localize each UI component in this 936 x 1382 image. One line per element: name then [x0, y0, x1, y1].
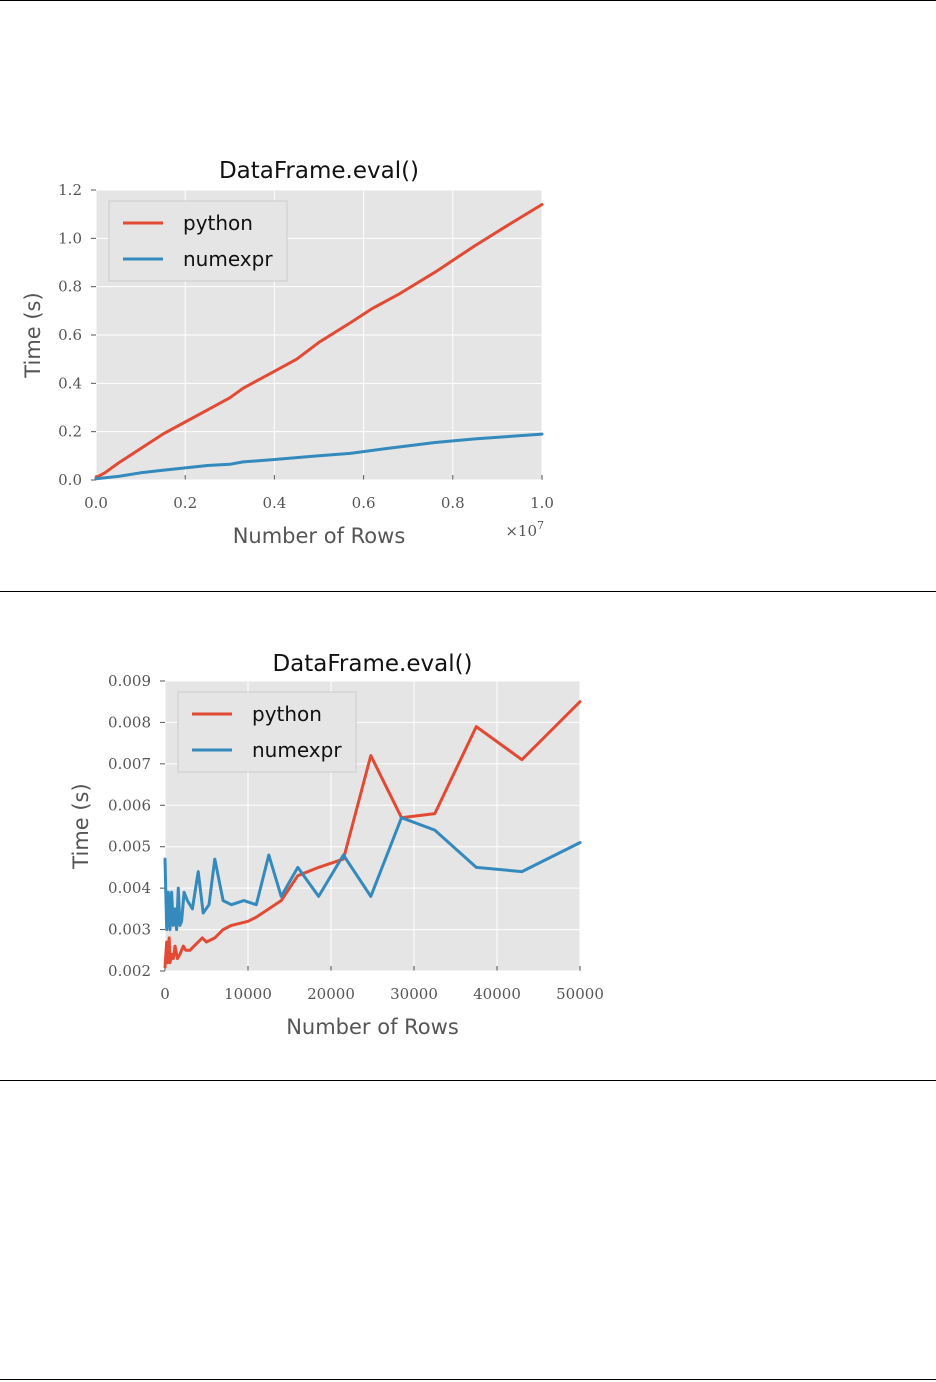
- top-rule: [0, 0, 936, 1]
- y-tick-label: 0.009: [108, 672, 151, 690]
- x-axis-label: Number of Rows: [233, 524, 406, 548]
- y-tick-label: 0.4: [58, 374, 82, 392]
- series-line-python: [163, 700, 582, 969]
- y-tick-label: 1.0: [58, 229, 82, 247]
- y-axis-label: Time (s): [69, 783, 93, 869]
- y-axis-label: Time (s): [21, 292, 45, 378]
- y-tick-label: 0.006: [108, 796, 151, 814]
- x-tick-label: 50000: [556, 985, 604, 1003]
- x-tick-label: 0.6: [352, 494, 376, 512]
- x-tick-label: 40000: [473, 985, 521, 1003]
- x-tick-label: 1.0: [530, 494, 554, 512]
- y-tick-label: 0.003: [108, 921, 151, 939]
- middle-rule: [0, 591, 936, 592]
- series-line-numexpr: [163, 816, 582, 932]
- x-offset-exponent: 7: [537, 519, 544, 532]
- y-tick-label: 0.005: [108, 838, 151, 856]
- legend-label-numexpr: numexpr: [252, 738, 342, 762]
- x-tick-label: 0: [160, 985, 170, 1003]
- legend-label-python: python: [252, 702, 322, 726]
- series-line-python: [94, 203, 544, 480]
- x-axis-label: Number of Rows: [286, 1015, 459, 1039]
- y-tick-label: 0.002: [108, 962, 151, 980]
- chart-title: DataFrame.eval(): [219, 158, 419, 184]
- chart-2: 0 10000 20000 30000 40000 50000 0.002 0.003 0.00…: [69, 651, 604, 1039]
- lower-rule: [0, 1080, 936, 1081]
- y-tick-label: 0.2: [58, 423, 82, 441]
- x-tick-label: 0.0: [84, 494, 108, 512]
- x-tick-label: 20000: [307, 985, 355, 1003]
- chart-title: DataFrame.eval(): [272, 651, 472, 677]
- x-offset-label: ×107: [505, 519, 544, 540]
- chart-1: 0.0 0.2 0.4 0.6 0.8 1.0 0.0 0.2 0.4 0.6 0.8 1.0 1.2 p…: [21, 158, 554, 548]
- y-tick-label: 1.2: [58, 181, 82, 199]
- y-tick-label: 0.8: [58, 278, 82, 296]
- x-tick-label: 10000: [224, 985, 272, 1003]
- x-offset-base: ×10: [505, 522, 537, 540]
- y-tick-label: 0.008: [108, 713, 151, 731]
- x-tick-label: 0.2: [173, 494, 197, 512]
- x-tick-label: 0.8: [441, 494, 465, 512]
- bottom-rule: [0, 1379, 936, 1380]
- series-line-numexpr: [94, 432, 544, 481]
- y-tick-label: 0.004: [108, 879, 151, 897]
- y-tick-label: 0.007: [108, 755, 151, 773]
- legend-label-numexpr: numexpr: [183, 247, 273, 271]
- legend-label-python: python: [183, 211, 253, 235]
- legend-box: [108, 200, 288, 282]
- x-tick-label: 0.4: [262, 494, 286, 512]
- y-tick-label: 0.0: [58, 471, 82, 489]
- legend-box: [177, 691, 357, 773]
- y-tick-label: 0.6: [58, 326, 82, 344]
- x-tick-label: 30000: [390, 985, 438, 1003]
